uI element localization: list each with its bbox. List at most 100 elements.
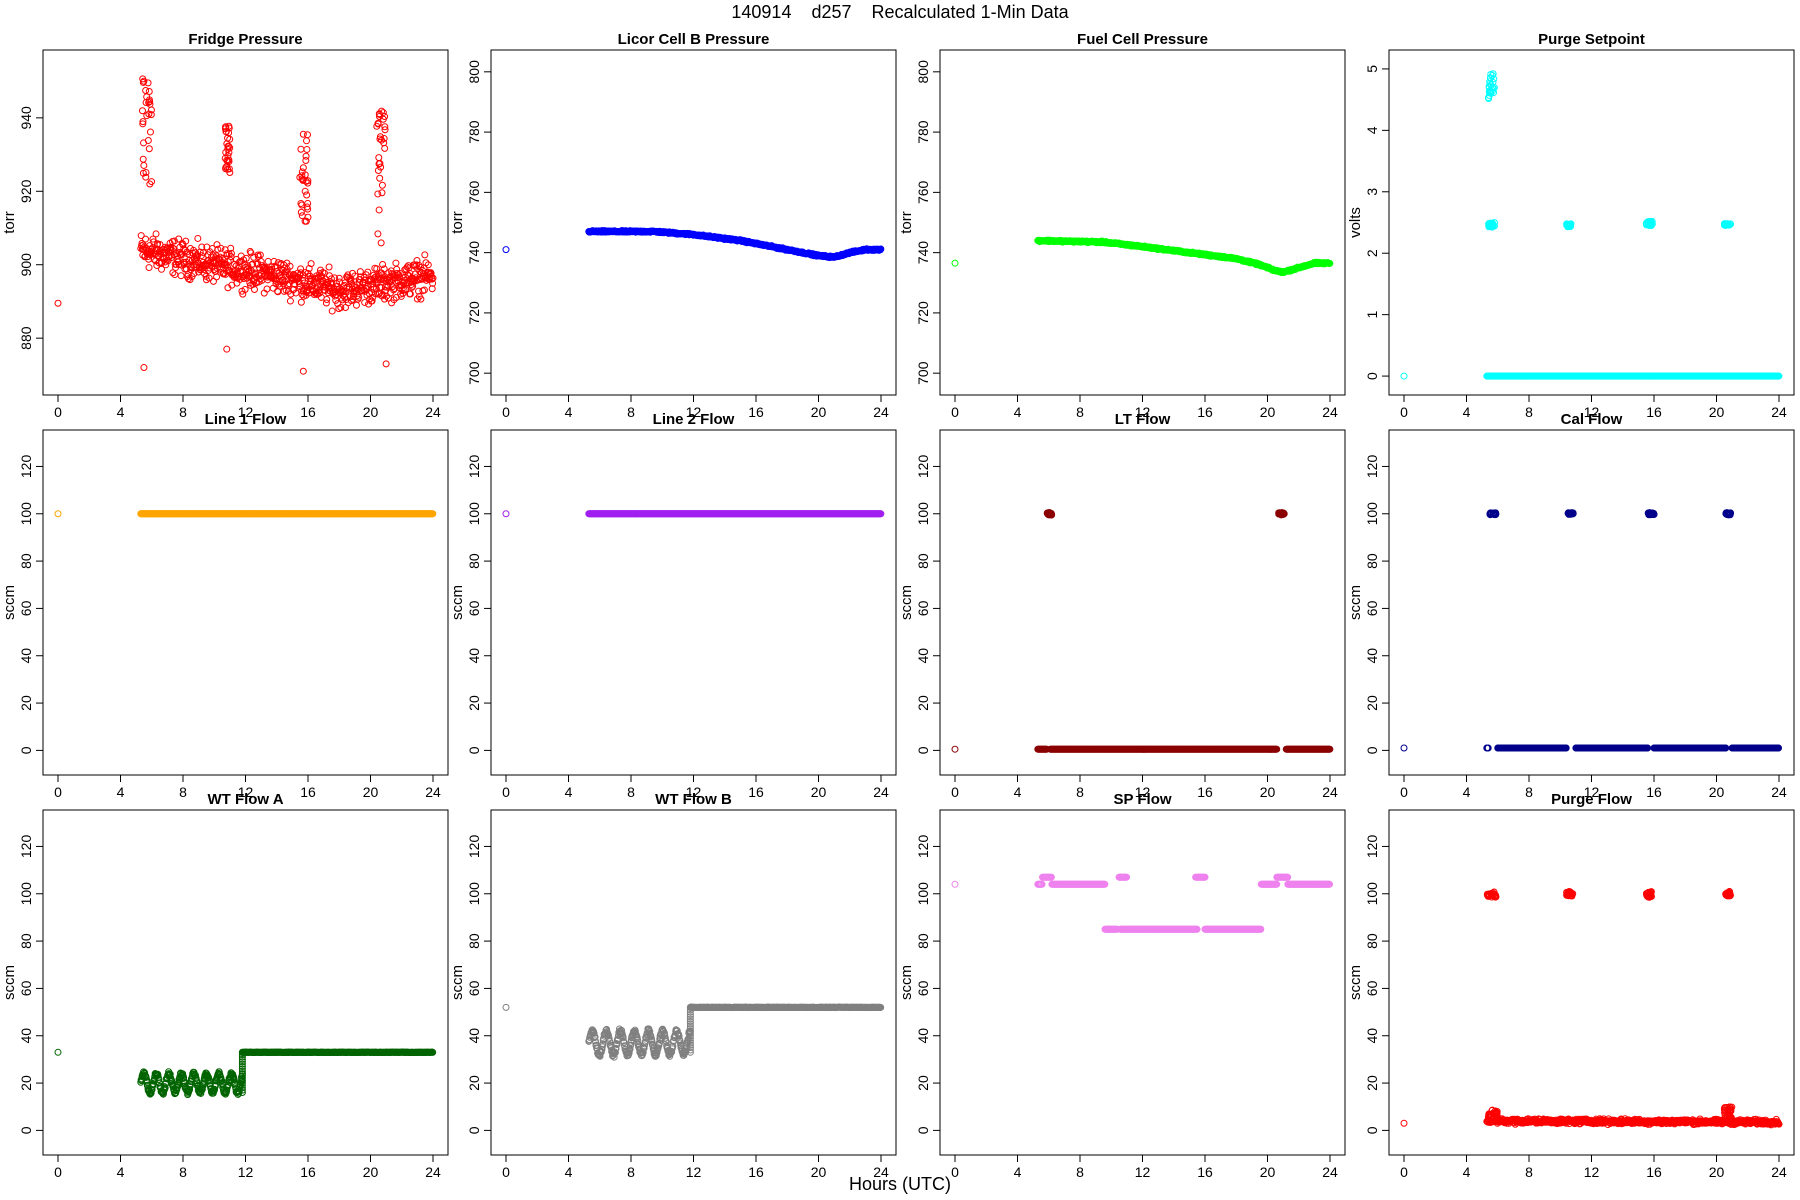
data-point bbox=[242, 254, 250, 262]
x-tick-label: 16 bbox=[748, 784, 764, 800]
data-point bbox=[54, 510, 62, 518]
data-point bbox=[145, 145, 153, 153]
y-axis-label: volts bbox=[1347, 207, 1364, 238]
x-tick-label: 16 bbox=[748, 404, 764, 420]
x-tick-label: 0 bbox=[54, 784, 62, 800]
x-tick-label: 0 bbox=[502, 784, 510, 800]
y-tick-label: 120 bbox=[466, 455, 482, 479]
data-point bbox=[377, 239, 385, 247]
data-point bbox=[396, 270, 404, 277]
data-point bbox=[303, 282, 311, 290]
data-point bbox=[303, 137, 311, 145]
y-tick-label: 20 bbox=[466, 695, 482, 711]
data-point bbox=[256, 251, 264, 259]
x-tick-label: 8 bbox=[1525, 784, 1533, 800]
data-point bbox=[427, 273, 435, 281]
data-point bbox=[297, 298, 305, 306]
y-tick-label: 60 bbox=[466, 600, 482, 616]
data-point bbox=[325, 263, 333, 271]
y-tick-label: 720 bbox=[466, 301, 482, 325]
x-tick-label: 4 bbox=[117, 404, 125, 420]
x-tick-label: 0 bbox=[951, 784, 959, 800]
data-point bbox=[224, 258, 232, 266]
y-tick-label: 880 bbox=[18, 326, 34, 350]
x-tick-label: 24 bbox=[425, 404, 441, 420]
data-point bbox=[140, 161, 148, 169]
data-point bbox=[146, 128, 154, 136]
data-point bbox=[227, 244, 235, 252]
x-tick-label: 12 bbox=[238, 404, 254, 420]
data-point bbox=[376, 160, 384, 167]
y-axis-label: sccm bbox=[1347, 585, 1364, 620]
data-point bbox=[421, 251, 429, 259]
y-tick-label: 100 bbox=[18, 502, 34, 526]
data-point bbox=[379, 261, 387, 268]
data-point bbox=[304, 131, 311, 139]
data-point bbox=[374, 230, 382, 238]
y-tick-label: 700 bbox=[466, 361, 482, 385]
x-tick-label: 8 bbox=[627, 404, 635, 420]
data-point bbox=[243, 265, 251, 273]
x-tick-label: 16 bbox=[1197, 784, 1213, 800]
y-tick-label: 120 bbox=[18, 455, 34, 479]
data-point bbox=[328, 307, 336, 315]
data-point bbox=[424, 261, 432, 269]
data-point bbox=[951, 745, 959, 753]
x-tick-label: 16 bbox=[1197, 404, 1213, 420]
data-point bbox=[299, 367, 307, 375]
data-point bbox=[379, 115, 387, 123]
data-point bbox=[145, 88, 153, 95]
data-point bbox=[420, 286, 428, 294]
data-point bbox=[250, 285, 258, 293]
y-tick-label: 780 bbox=[915, 120, 931, 144]
data-point bbox=[380, 265, 388, 273]
x-tick-label: 4 bbox=[1014, 404, 1022, 420]
data-point bbox=[381, 123, 389, 131]
x-tick-label: 24 bbox=[425, 784, 441, 800]
data-point bbox=[315, 289, 323, 297]
data-point bbox=[224, 134, 232, 142]
data-point bbox=[378, 271, 386, 279]
y-tick-label: 100 bbox=[466, 502, 482, 526]
data-point bbox=[347, 297, 355, 305]
y-tick-label: 80 bbox=[915, 553, 931, 569]
data-point bbox=[322, 299, 330, 307]
plot-frame bbox=[939, 429, 1346, 776]
data-point bbox=[147, 106, 155, 114]
data-point bbox=[226, 144, 234, 152]
x-tick-label: 20 bbox=[363, 784, 379, 800]
x-tick-label: 4 bbox=[1463, 784, 1471, 800]
panel-title: Purge Setpoint bbox=[1538, 31, 1645, 48]
data-point bbox=[375, 206, 383, 214]
data-point bbox=[381, 144, 389, 152]
data-point bbox=[429, 274, 437, 282]
data-point bbox=[272, 264, 280, 272]
data-point bbox=[142, 86, 150, 94]
data-point bbox=[374, 190, 382, 198]
data-point bbox=[307, 260, 315, 268]
data-point bbox=[213, 273, 221, 281]
panel-title: Fuel Cell Pressure bbox=[1077, 31, 1208, 48]
x-tick-label: 4 bbox=[117, 784, 125, 800]
x-tick-label: 0 bbox=[1400, 404, 1408, 420]
plot-frame bbox=[42, 429, 449, 776]
plot-frame bbox=[42, 49, 449, 396]
data-point bbox=[241, 286, 249, 294]
data-point bbox=[302, 152, 310, 160]
data-point bbox=[303, 145, 311, 153]
x-tick-label: 8 bbox=[179, 404, 187, 420]
data-point bbox=[422, 259, 430, 267]
data-point bbox=[170, 237, 178, 245]
x-tick-label: 8 bbox=[1076, 404, 1084, 420]
data-point bbox=[376, 174, 384, 182]
data-point bbox=[194, 234, 202, 242]
plot-frame bbox=[939, 49, 1346, 396]
data-point bbox=[217, 244, 225, 252]
data-point bbox=[375, 154, 383, 162]
data-point bbox=[139, 78, 147, 86]
y-tick-label: 40 bbox=[466, 648, 482, 664]
